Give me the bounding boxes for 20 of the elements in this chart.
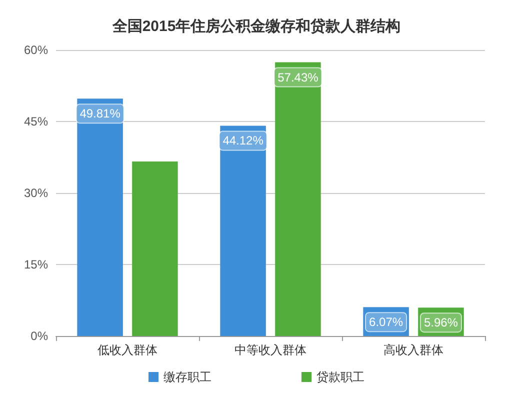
data-label: 6.07% [369, 315, 404, 330]
bar [77, 98, 123, 336]
y-tick-label: 15% [24, 258, 48, 272]
x-tick-label: 低收入群体 [98, 343, 158, 357]
data-label: 44.12% [222, 134, 264, 148]
y-tick-label: 60% [24, 43, 48, 57]
data-label: 5.96% [424, 316, 458, 330]
bar [220, 126, 266, 336]
x-tick-label: 高收入群体 [384, 343, 444, 357]
y-tick-label: 45% [24, 114, 48, 128]
data-label: 49.81% [80, 106, 121, 121]
legend-label: 贷款职工 [316, 370, 364, 384]
chart-title: 全国2015年住房公积金缴存和贷款人群结构 [111, 17, 401, 35]
y-tick-label: 30% [24, 186, 48, 200]
bar [275, 62, 321, 336]
x-tick-label: 中等收入群体 [234, 343, 306, 357]
bar [132, 162, 178, 336]
legend-label: 缴存职工 [164, 370, 212, 384]
y-tick-label: 0% [30, 329, 48, 343]
data-label: 57.43% [278, 70, 319, 84]
